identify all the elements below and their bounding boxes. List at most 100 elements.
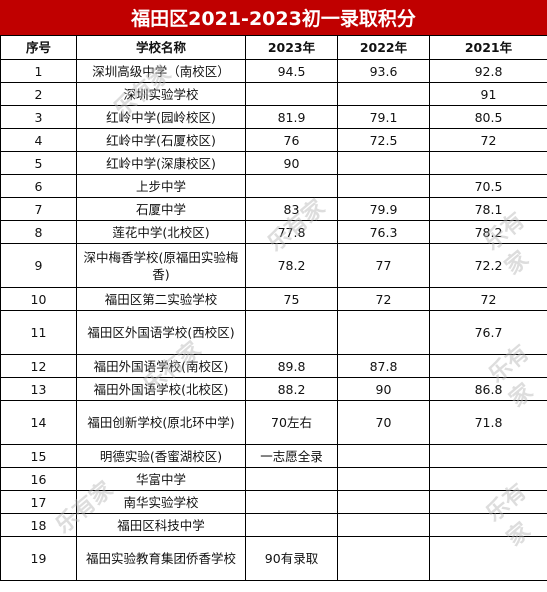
cell-no: 10 bbox=[0, 287, 77, 311]
cell-2023: 81.9 bbox=[245, 105, 338, 129]
cell-2023: 77.8 bbox=[245, 220, 338, 244]
header-2021: 2021年 bbox=[429, 35, 547, 60]
cell-2022: 72.5 bbox=[337, 128, 430, 152]
cell-no: 14 bbox=[0, 400, 77, 445]
cell-2021: 76.7 bbox=[429, 310, 547, 355]
cell-no: 3 bbox=[0, 105, 77, 129]
cell-no: 1 bbox=[0, 59, 77, 83]
cell-2023: 90有录取 bbox=[245, 536, 338, 581]
cell-2021: 80.5 bbox=[429, 105, 547, 129]
cell-2023: 一志愿全录 bbox=[245, 444, 338, 468]
cell-2022 bbox=[337, 490, 430, 514]
cell-school: 红岭中学(石厦校区) bbox=[76, 128, 246, 152]
cell-school: 福田区科技中学 bbox=[76, 513, 246, 537]
header-2022: 2022年 bbox=[337, 35, 430, 60]
cell-2022 bbox=[337, 467, 430, 491]
header-school: 学校名称 bbox=[76, 35, 246, 60]
cell-school: 福田区第二实验学校 bbox=[76, 287, 246, 311]
cell-school: 深圳实验学校 bbox=[76, 82, 246, 106]
cell-no: 17 bbox=[0, 490, 77, 514]
cell-2021 bbox=[429, 444, 547, 468]
cell-school: 南华实验学校 bbox=[76, 490, 246, 514]
cell-no: 18 bbox=[0, 513, 77, 537]
header-no: 序号 bbox=[0, 35, 77, 60]
cell-2023 bbox=[245, 513, 338, 537]
cell-no: 9 bbox=[0, 243, 77, 288]
cell-2022: 72 bbox=[337, 287, 430, 311]
cell-school: 福田外国语学校(南校区) bbox=[76, 354, 246, 378]
cell-2023: 83 bbox=[245, 197, 338, 221]
table-row: 8 莲花中学(北校区) 77.8 76.3 78.2 bbox=[0, 220, 547, 244]
cell-2023 bbox=[245, 490, 338, 514]
cell-2022: 87.8 bbox=[337, 354, 430, 378]
cell-2023: 94.5 bbox=[245, 59, 338, 83]
cell-school: 福田创新学校(原北环中学) bbox=[76, 400, 246, 445]
cell-2023: 70左右 bbox=[245, 400, 338, 445]
cell-2022: 76.3 bbox=[337, 220, 430, 244]
table-row: 6 上步中学 70.5 bbox=[0, 174, 547, 198]
cell-2021 bbox=[429, 151, 547, 175]
cell-2022 bbox=[337, 536, 430, 581]
table-row: 19 福田实验教育集团侨香学校 90有录取 bbox=[0, 536, 547, 581]
table-row: 3 红岭中学(园岭校区) 81.9 79.1 80.5 bbox=[0, 105, 547, 129]
cell-no: 13 bbox=[0, 377, 77, 401]
cell-2022: 93.6 bbox=[337, 59, 430, 83]
cell-2021 bbox=[429, 467, 547, 491]
table-row: 14 福田创新学校(原北环中学) 70左右 70 71.8 bbox=[0, 400, 547, 445]
cell-school: 福田区外国语学校(西校区) bbox=[76, 310, 246, 355]
table-row: 15 明德实验(香蜜湖校区) 一志愿全录 bbox=[0, 444, 547, 468]
cell-2021: 91 bbox=[429, 82, 547, 106]
cell-school: 福田外国语学校(北校区) bbox=[76, 377, 246, 401]
cell-2021: 92.8 bbox=[429, 59, 547, 83]
cell-2022 bbox=[337, 444, 430, 468]
cell-2021: 78.1 bbox=[429, 197, 547, 221]
cell-no: 8 bbox=[0, 220, 77, 244]
table-body: 1 深圳高级中学（南校区） 94.5 93.6 92.8 2 深圳实验学校 91 3 红岭中学(园… bbox=[0, 59, 547, 581]
table-row: 1 深圳高级中学（南校区） 94.5 93.6 92.8 bbox=[0, 59, 547, 83]
cell-no: 12 bbox=[0, 354, 77, 378]
cell-no: 4 bbox=[0, 128, 77, 152]
cell-2022 bbox=[337, 174, 430, 198]
cell-2023: 78.2 bbox=[245, 243, 338, 288]
cell-2022: 79.9 bbox=[337, 197, 430, 221]
table-row: 13 福田外国语学校(北校区) 88.2 90 86.8 bbox=[0, 377, 547, 401]
cell-school: 红岭中学(园岭校区) bbox=[76, 105, 246, 129]
cell-school: 深圳高级中学（南校区） bbox=[76, 59, 246, 83]
cell-2021 bbox=[429, 354, 547, 378]
cell-2021: 86.8 bbox=[429, 377, 547, 401]
cell-2022: 70 bbox=[337, 400, 430, 445]
table-row: 2 深圳实验学校 91 bbox=[0, 82, 547, 106]
cell-school: 华富中学 bbox=[76, 467, 246, 491]
cell-no: 11 bbox=[0, 310, 77, 355]
cell-no: 5 bbox=[0, 151, 77, 175]
cell-2022 bbox=[337, 82, 430, 106]
cell-2023 bbox=[245, 310, 338, 355]
cell-school: 红岭中学(深康校区) bbox=[76, 151, 246, 175]
table-row: 9 深中梅香学校(原福田实验梅香) 78.2 77 72.2 bbox=[0, 243, 547, 288]
cell-school: 石厦中学 bbox=[76, 197, 246, 221]
cell-2022 bbox=[337, 310, 430, 355]
cell-no: 15 bbox=[0, 444, 77, 468]
cell-2021: 72 bbox=[429, 287, 547, 311]
cell-2021: 70.5 bbox=[429, 174, 547, 198]
cell-school: 明德实验(香蜜湖校区) bbox=[76, 444, 246, 468]
table-row: 18 福田区科技中学 bbox=[0, 513, 547, 537]
cell-school: 上步中学 bbox=[76, 174, 246, 198]
cell-no: 2 bbox=[0, 82, 77, 106]
table-row: 16 华富中学 bbox=[0, 467, 547, 491]
cell-2022 bbox=[337, 513, 430, 537]
cell-2023: 76 bbox=[245, 128, 338, 152]
cell-2022 bbox=[337, 151, 430, 175]
table-row: 5 红岭中学(深康校区) 90 bbox=[0, 151, 547, 175]
table-row: 12 福田外国语学校(南校区) 89.8 87.8 bbox=[0, 354, 547, 378]
table-title: 福田区2021-2023初一录取积分 bbox=[0, 0, 547, 35]
cell-no: 6 bbox=[0, 174, 77, 198]
cell-2021 bbox=[429, 536, 547, 581]
cell-2021: 72.2 bbox=[429, 243, 547, 288]
cell-no: 19 bbox=[0, 536, 77, 581]
cell-2021: 78.2 bbox=[429, 220, 547, 244]
cell-2023: 89.8 bbox=[245, 354, 338, 378]
cell-2023 bbox=[245, 82, 338, 106]
cell-2021: 71.8 bbox=[429, 400, 547, 445]
cell-school: 莲花中学(北校区) bbox=[76, 220, 246, 244]
